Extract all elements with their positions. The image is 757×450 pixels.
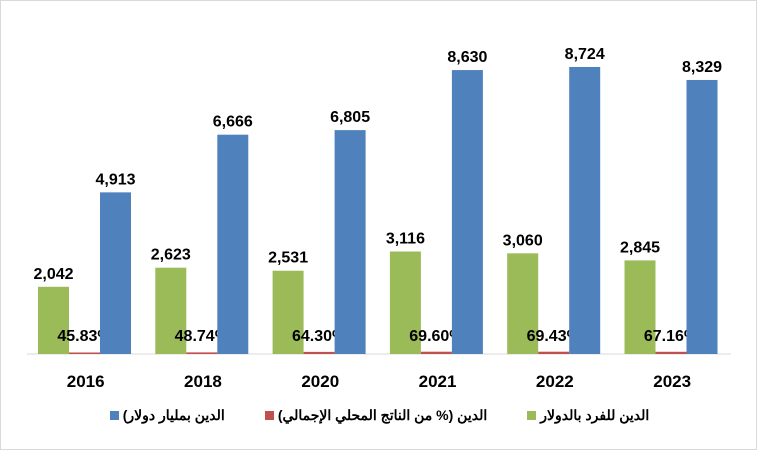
data-label: 48.74% xyxy=(175,328,229,345)
bar-0-2021 xyxy=(389,251,421,354)
data-label: 67.16% xyxy=(644,328,698,345)
legend-label: الدين (% من الناتج المحلي الإجمالي) xyxy=(277,407,488,423)
legend-label: الدين للفرد بالدولار xyxy=(540,407,650,423)
bar-1-2021 xyxy=(420,351,452,354)
data-label: 2,531 xyxy=(268,250,308,267)
bar-0-2023 xyxy=(624,260,656,354)
legend-label: الدين بمليار دولار) xyxy=(122,407,225,423)
data-label: 6,805 xyxy=(330,109,370,126)
x-tick-label: 2016 xyxy=(67,372,105,391)
x-tick-label: 2022 xyxy=(536,372,574,391)
x-tick-label: 2018 xyxy=(184,372,222,391)
data-label: 64.30% xyxy=(292,328,346,345)
data-label: 2,845 xyxy=(620,239,660,256)
bar-2-2021 xyxy=(451,70,483,354)
data-label: 2,623 xyxy=(151,247,191,264)
legend: الدين للفرد بالدولار الدين (% من الناتج ا… xyxy=(1,407,757,424)
data-label: 69.43% xyxy=(527,328,581,345)
x-tick-label: 2020 xyxy=(301,372,339,391)
data-label: 8,329 xyxy=(682,59,722,76)
bar-0-2020 xyxy=(272,270,304,354)
legend-swatch xyxy=(109,411,119,420)
x-tick-label: 2021 xyxy=(419,372,457,391)
data-label: 3,060 xyxy=(503,232,543,249)
legend-item: الدين بمليار دولار) xyxy=(109,407,225,424)
bar-1-2022 xyxy=(538,351,570,354)
data-label: 4,913 xyxy=(95,171,135,188)
legend-item: الدين (% من الناتج المحلي الإجمالي) xyxy=(264,407,488,424)
bar-1-2016 xyxy=(69,352,100,354)
bar-1-2023 xyxy=(655,351,687,354)
data-label: 69.60% xyxy=(409,328,463,345)
legend-swatch xyxy=(527,411,537,420)
bar-2-2023 xyxy=(686,79,718,355)
bar-0-2016 xyxy=(38,286,69,354)
bar-1-2020 xyxy=(303,351,335,354)
bar-2-2020 xyxy=(334,130,366,354)
data-label: 3,116 xyxy=(386,230,425,247)
data-label: 2,042 xyxy=(33,266,73,283)
bar-2-2022 xyxy=(569,66,601,354)
bar-1-2018 xyxy=(186,352,218,354)
legend-swatch xyxy=(264,411,274,420)
legend-item: الدين للفرد بالدولار xyxy=(527,407,649,424)
plot-area: 2,042 45.83% 4,913 2016 2,623 48.74% 6,666 2018… xyxy=(27,46,731,391)
data-label: 45.83% xyxy=(57,328,111,345)
x-tick-label: 2023 xyxy=(653,372,691,391)
bar-2-2018 xyxy=(217,134,249,354)
data-label: 8,724 xyxy=(565,46,605,63)
bar-2-2016 xyxy=(100,192,131,354)
bar-0-2022 xyxy=(507,253,539,354)
bar-0-2018 xyxy=(155,267,187,354)
data-label: 6,666 xyxy=(213,114,253,131)
data-label: 8,630 xyxy=(447,49,487,66)
